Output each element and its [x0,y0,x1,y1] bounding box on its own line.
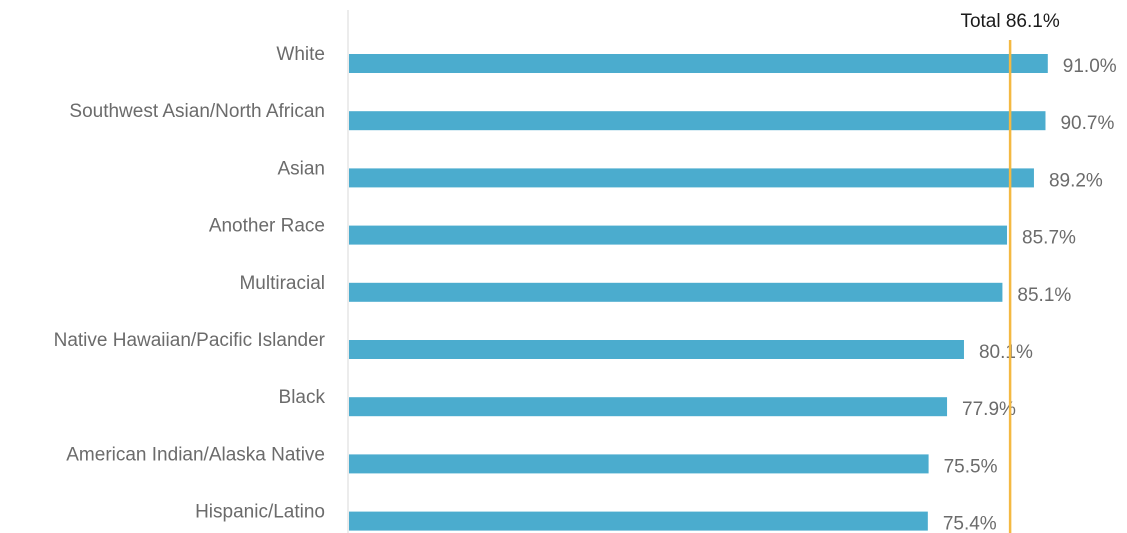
value-label: 91.0% [1063,56,1117,77]
bar [349,454,929,474]
bar [349,282,1003,302]
category-label: Asian [277,158,325,179]
value-label: 75.5% [944,456,998,477]
value-label: 90.7% [1060,113,1114,134]
value-label: 85.7% [1022,228,1076,249]
category-label: Black [279,387,326,408]
category-label: Hispanic/Latino [195,502,325,523]
total-reference-label: Total 86.1% [960,11,1059,32]
value-label: 75.4% [943,514,997,533]
category-label: Southwest Asian/North African [69,101,325,122]
value-label: 80.1% [979,342,1033,363]
bar [349,225,1008,245]
bar [349,340,964,359]
category-label: Multiracial [239,273,325,294]
bar [349,511,928,531]
bar [349,397,948,417]
category-label: Native Hawaiian/Pacific Islander [54,330,326,351]
category-label: American Indian/Alaska Native [66,444,325,465]
value-label: 77.9% [962,399,1016,420]
value-label: 89.2% [1049,170,1103,191]
bar [349,54,1048,73]
bar [349,168,1034,188]
bar [349,111,1046,131]
value-label: 85.1% [1017,285,1071,306]
category-label: White [276,44,325,65]
category-label: Another Race [209,216,325,237]
